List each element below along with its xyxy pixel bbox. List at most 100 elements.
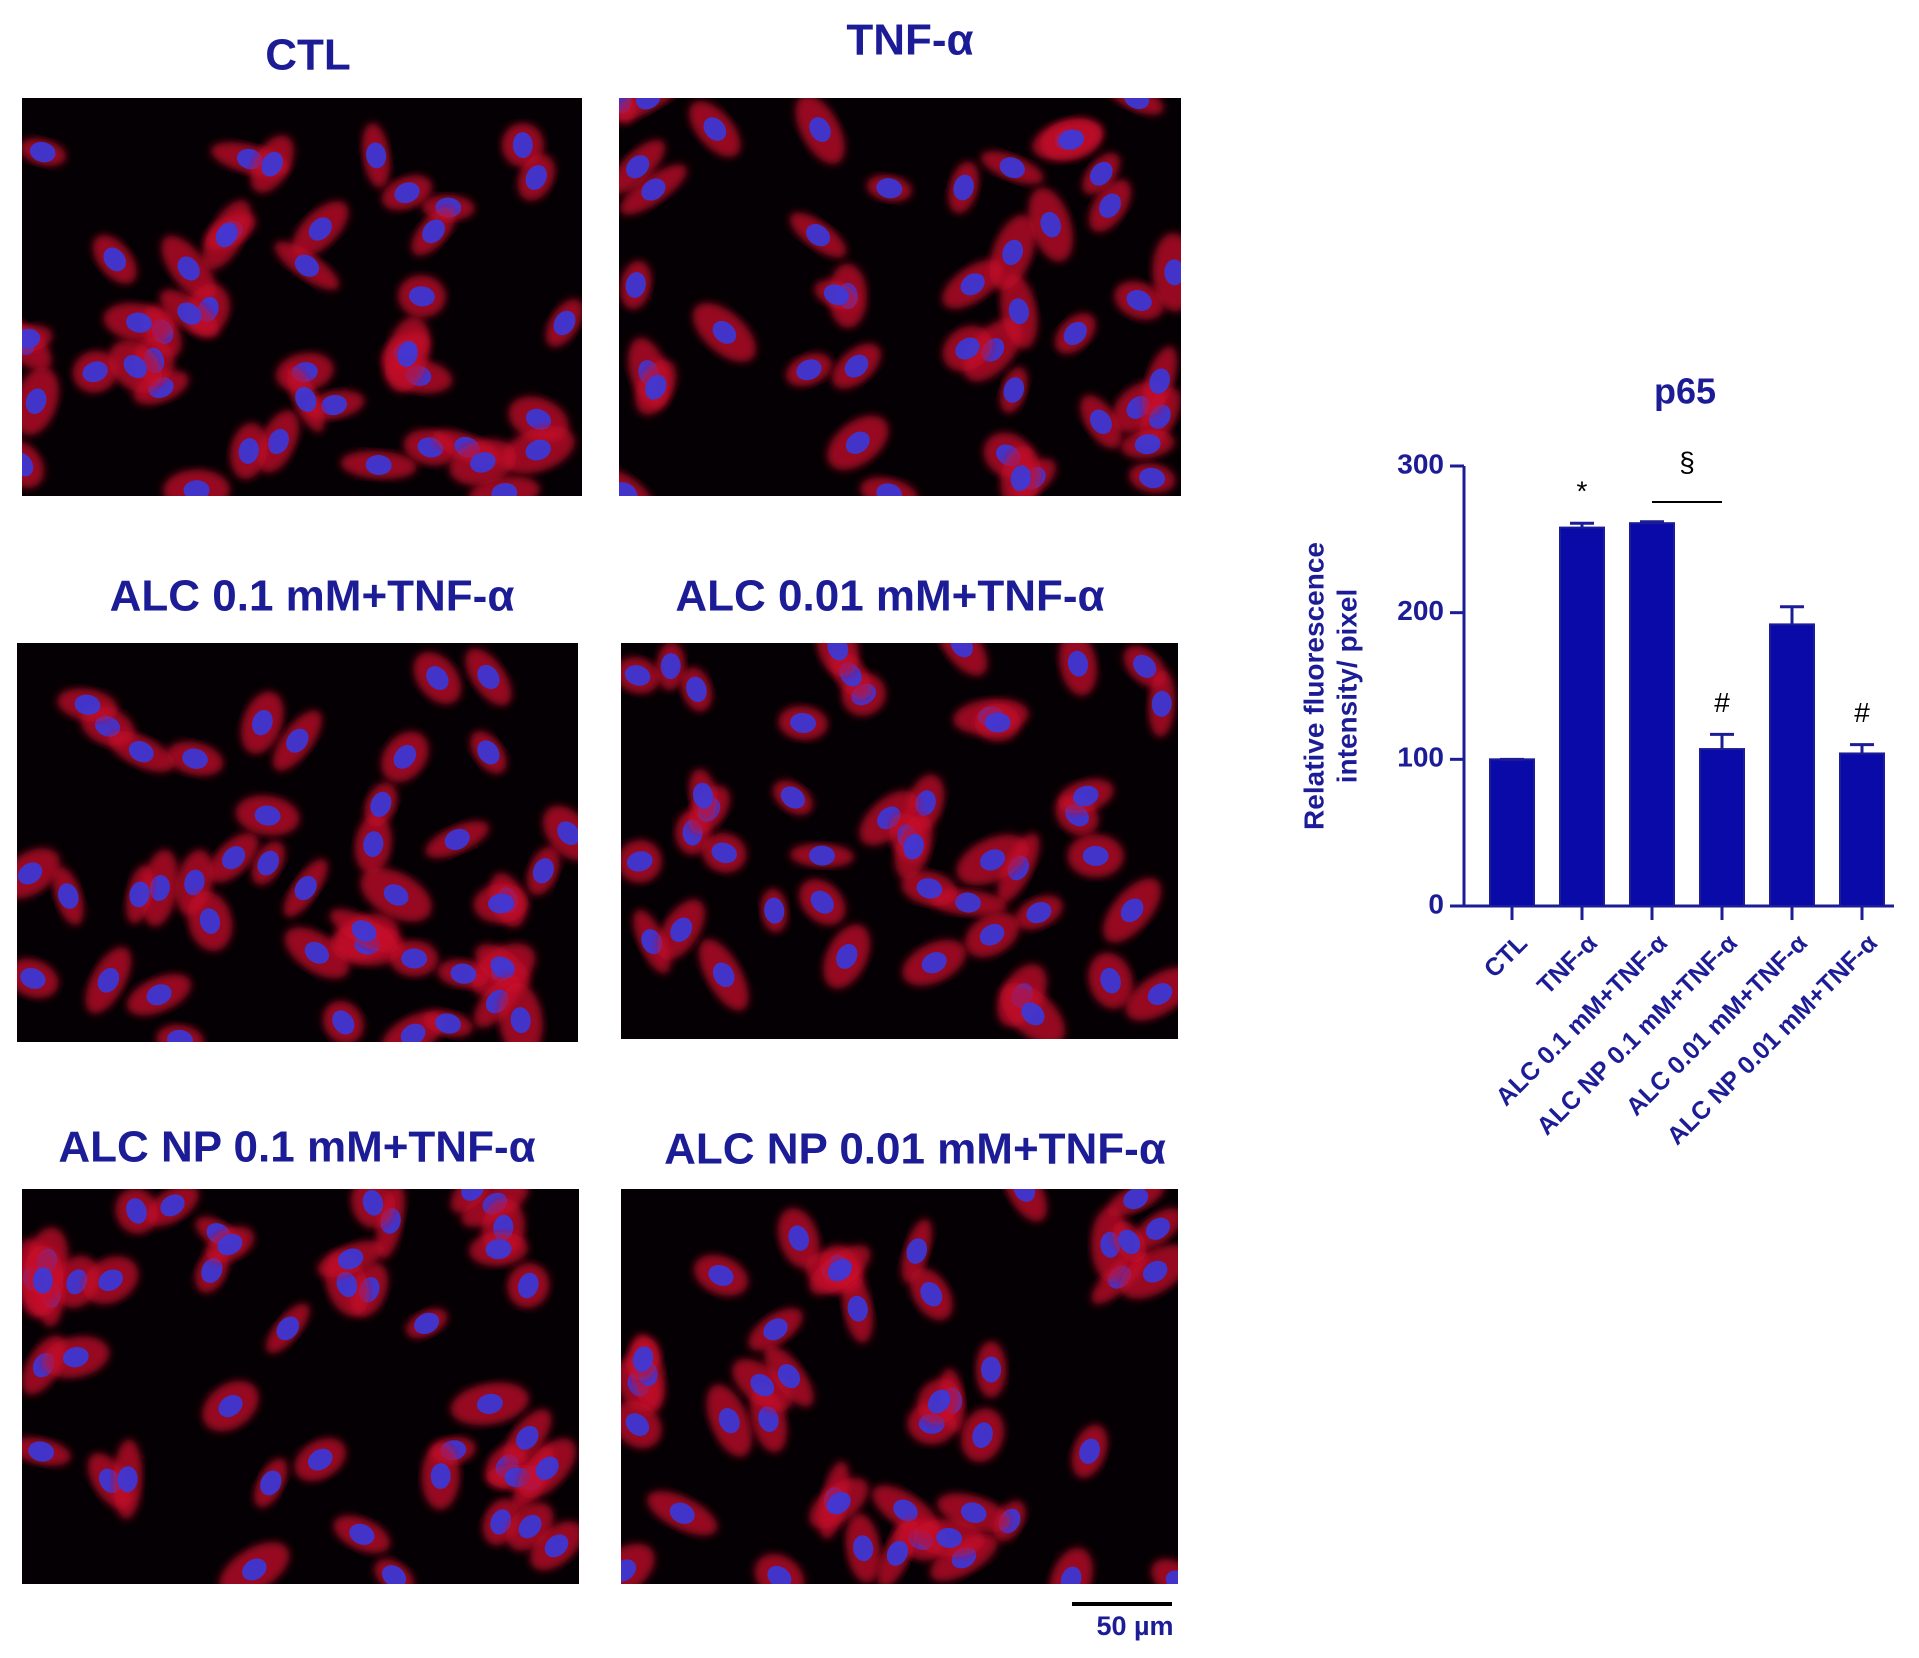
nucleus <box>516 1425 539 1450</box>
nucleus <box>1089 409 1112 434</box>
nucleus <box>362 1189 384 1216</box>
nucleus <box>876 483 902 496</box>
nucleus <box>128 740 154 763</box>
nucleus <box>510 1007 531 1034</box>
nucleus <box>260 1470 282 1496</box>
nucleus <box>221 846 246 870</box>
y-axis-label: intensity/ pixel <box>1331 589 1362 784</box>
nucleus <box>160 1194 185 1217</box>
nucleus <box>349 1523 375 1545</box>
nucleus <box>238 438 259 464</box>
nucleus <box>74 694 101 715</box>
nucleus <box>711 842 737 864</box>
nucleus <box>767 1565 792 1584</box>
nucleus <box>351 920 377 942</box>
y-tick-label: 0 <box>1428 888 1444 919</box>
nucleus <box>422 219 445 244</box>
nucleus <box>525 439 551 461</box>
nucleus <box>217 1233 243 1256</box>
nucleus <box>553 310 576 336</box>
nucleus <box>1145 1217 1170 1240</box>
nucleus <box>218 1394 243 1418</box>
nucleus <box>960 1502 987 1523</box>
nucleus <box>177 256 200 281</box>
nucleus <box>103 247 126 272</box>
cells <box>22 1189 579 1584</box>
nucleus <box>295 386 317 412</box>
nucleus <box>780 786 805 809</box>
nucleus <box>1072 785 1099 807</box>
nucleus <box>332 1010 355 1035</box>
nucleus <box>62 1347 89 1368</box>
nucleus <box>126 312 152 333</box>
nucleus <box>808 845 835 866</box>
nucleus <box>337 1248 364 1270</box>
nucleus <box>444 828 470 850</box>
nucleus <box>847 1295 868 1322</box>
nucleus <box>397 341 418 368</box>
nucleus <box>123 355 147 379</box>
nucleus <box>984 712 1011 733</box>
nucleus <box>826 1492 851 1515</box>
nucleus <box>393 744 417 769</box>
significance-mark: # <box>1854 697 1870 728</box>
nucleus <box>167 1029 193 1042</box>
panel-title: CTL <box>265 31 351 80</box>
nucleus <box>692 782 714 809</box>
nucleus <box>1089 161 1113 186</box>
nucleus <box>254 805 281 826</box>
nucleus <box>1134 434 1161 455</box>
nucleus <box>708 1264 734 1286</box>
nucleus <box>57 883 79 909</box>
nucleus <box>1013 1189 1036 1202</box>
nucleus <box>146 984 172 1006</box>
nucleus <box>1067 650 1089 677</box>
nucleus <box>98 1269 123 1292</box>
nucleus <box>953 174 974 201</box>
scale-bar-label: 50 µm <box>1096 1611 1173 1641</box>
nucleus <box>660 653 681 680</box>
nucleus <box>201 1257 223 1284</box>
nucleus <box>921 952 947 974</box>
nucleus <box>1165 1570 1178 1584</box>
nucleus <box>184 869 205 896</box>
nucleus <box>979 923 1005 946</box>
nucleus <box>117 1466 138 1493</box>
nucleus <box>252 709 273 736</box>
nucleus <box>257 850 280 876</box>
nucleus <box>435 1013 461 1034</box>
bar <box>1769 623 1815 908</box>
micrograph <box>619 98 1181 496</box>
nucleus <box>535 1456 559 1480</box>
nucleus <box>936 1527 963 1548</box>
nucleus <box>641 178 666 201</box>
nucleus <box>670 917 693 942</box>
nucleus <box>276 1316 300 1341</box>
nucleus <box>430 1463 451 1490</box>
nucleus <box>790 712 817 733</box>
nucleus <box>557 821 578 846</box>
nucleus <box>635 98 661 110</box>
nucleus <box>1123 1189 1149 1210</box>
nucleus <box>1120 898 1144 923</box>
nucleus <box>1060 1566 1082 1584</box>
bar <box>1839 752 1885 908</box>
nucleus <box>810 890 834 914</box>
nucleus <box>366 142 387 169</box>
nucleus <box>954 892 981 913</box>
nucleus <box>886 1540 909 1566</box>
nucleus <box>294 875 317 901</box>
nucleus <box>426 666 449 691</box>
cells <box>619 98 1181 496</box>
nucleus <box>1142 1260 1168 1283</box>
nucleus <box>401 948 428 969</box>
nucleus <box>532 858 554 884</box>
nucleus <box>876 178 903 199</box>
nucleus <box>1123 98 1150 110</box>
nucleus <box>1099 193 1122 218</box>
nucleus <box>641 929 663 955</box>
nucleus <box>365 454 392 476</box>
nucleus <box>491 483 518 496</box>
panel-title: ALC 0.01 mM+TNF-α <box>675 572 1104 621</box>
nucleus <box>97 967 120 993</box>
